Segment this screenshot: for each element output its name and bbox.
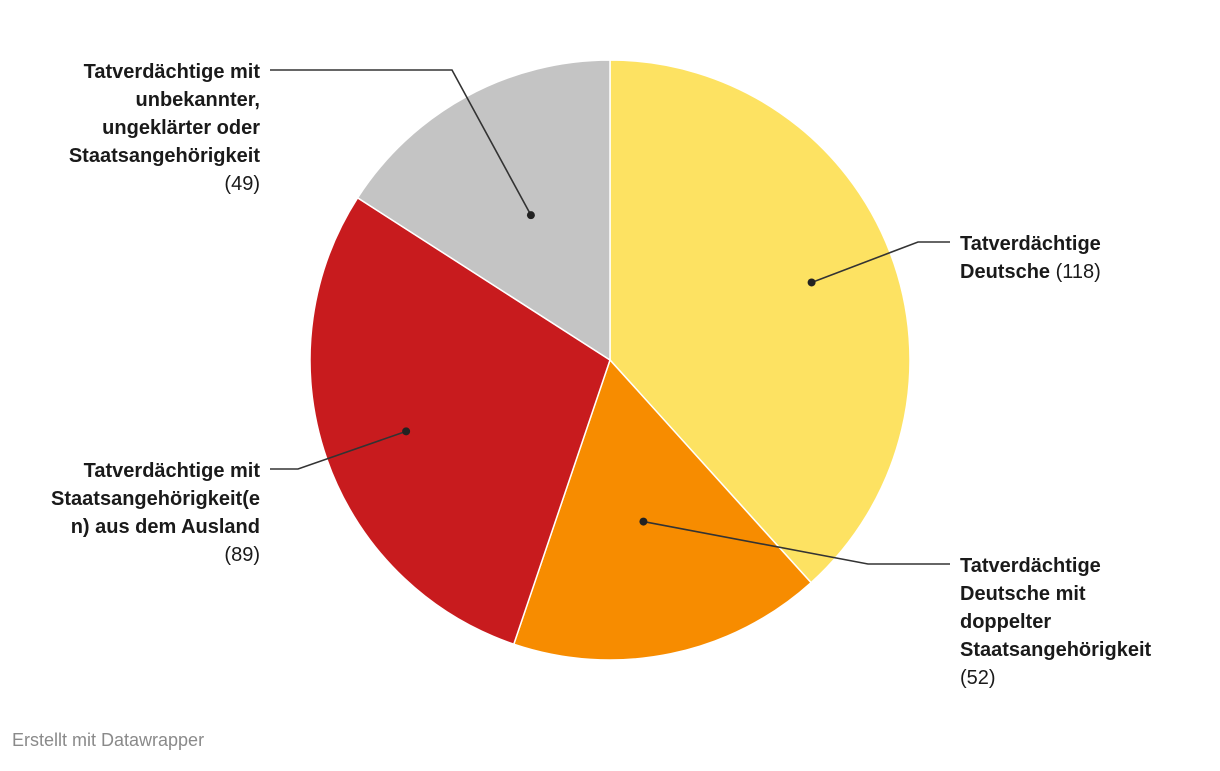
- slice-label-line: Staatsangehörigkeit(e: [51, 488, 260, 510]
- slice-value: (52): [960, 667, 996, 689]
- slice-value: (49): [224, 173, 260, 195]
- slice-value: (89): [224, 544, 260, 566]
- slice-label-line: doppelter: [960, 611, 1051, 633]
- slice-label-3: Tatverdächtige mit Staatsangehörigkeit(e n…: [51, 460, 260, 566]
- slice-label-2: Tatverdächtige Deutsche mit doppelter Staat…: [960, 555, 1152, 689]
- slice-label-line: Deutsche mit: [960, 583, 1086, 605]
- leader-dot-1: [807, 278, 816, 287]
- leader-line-2: [643, 520, 950, 565]
- pie-slices: [309, 59, 911, 661]
- slice-value: (118): [1050, 261, 1101, 283]
- slice-label-line: Tatverdächtige mit: [84, 61, 261, 83]
- leader-dot-3: [402, 427, 411, 436]
- slice-label-4: Tatverdächtige mit unbekannter, ungeklärte…: [69, 61, 261, 195]
- leader-line-4: [270, 69, 532, 216]
- leader-line-1: [811, 241, 950, 284]
- leader-dot-4: [526, 211, 535, 220]
- slice-label-line: Staatsangehörigkeit: [69, 145, 261, 167]
- slice-label-line: Tatverdächtige: [960, 233, 1101, 255]
- slice-label-line: unbekannter,: [136, 89, 260, 111]
- leader-line-3: [270, 430, 407, 470]
- slice-label-line: Tatverdächtige mit: [84, 460, 261, 482]
- slice-label-line: ungeklärter oder: [102, 117, 260, 139]
- slice-label-line: Staatsangehörigkeit: [960, 639, 1152, 661]
- slice-label-line: Tatverdächtige: [960, 555, 1101, 577]
- slice-label-line: n) aus dem Ausland: [71, 516, 260, 538]
- pie-slice-2: [512, 358, 813, 661]
- pie-labels: Tatverdächtige Deutsche (118)Tatverdächti…: [51, 61, 1151, 689]
- leader-dot-2: [639, 517, 648, 526]
- slice-label-line: Deutsche: [960, 261, 1050, 283]
- credit-text: Erstellt mit Datawrapper: [12, 730, 205, 750]
- slice-label-1: Tatverdächtige Deutsche (118): [960, 233, 1101, 283]
